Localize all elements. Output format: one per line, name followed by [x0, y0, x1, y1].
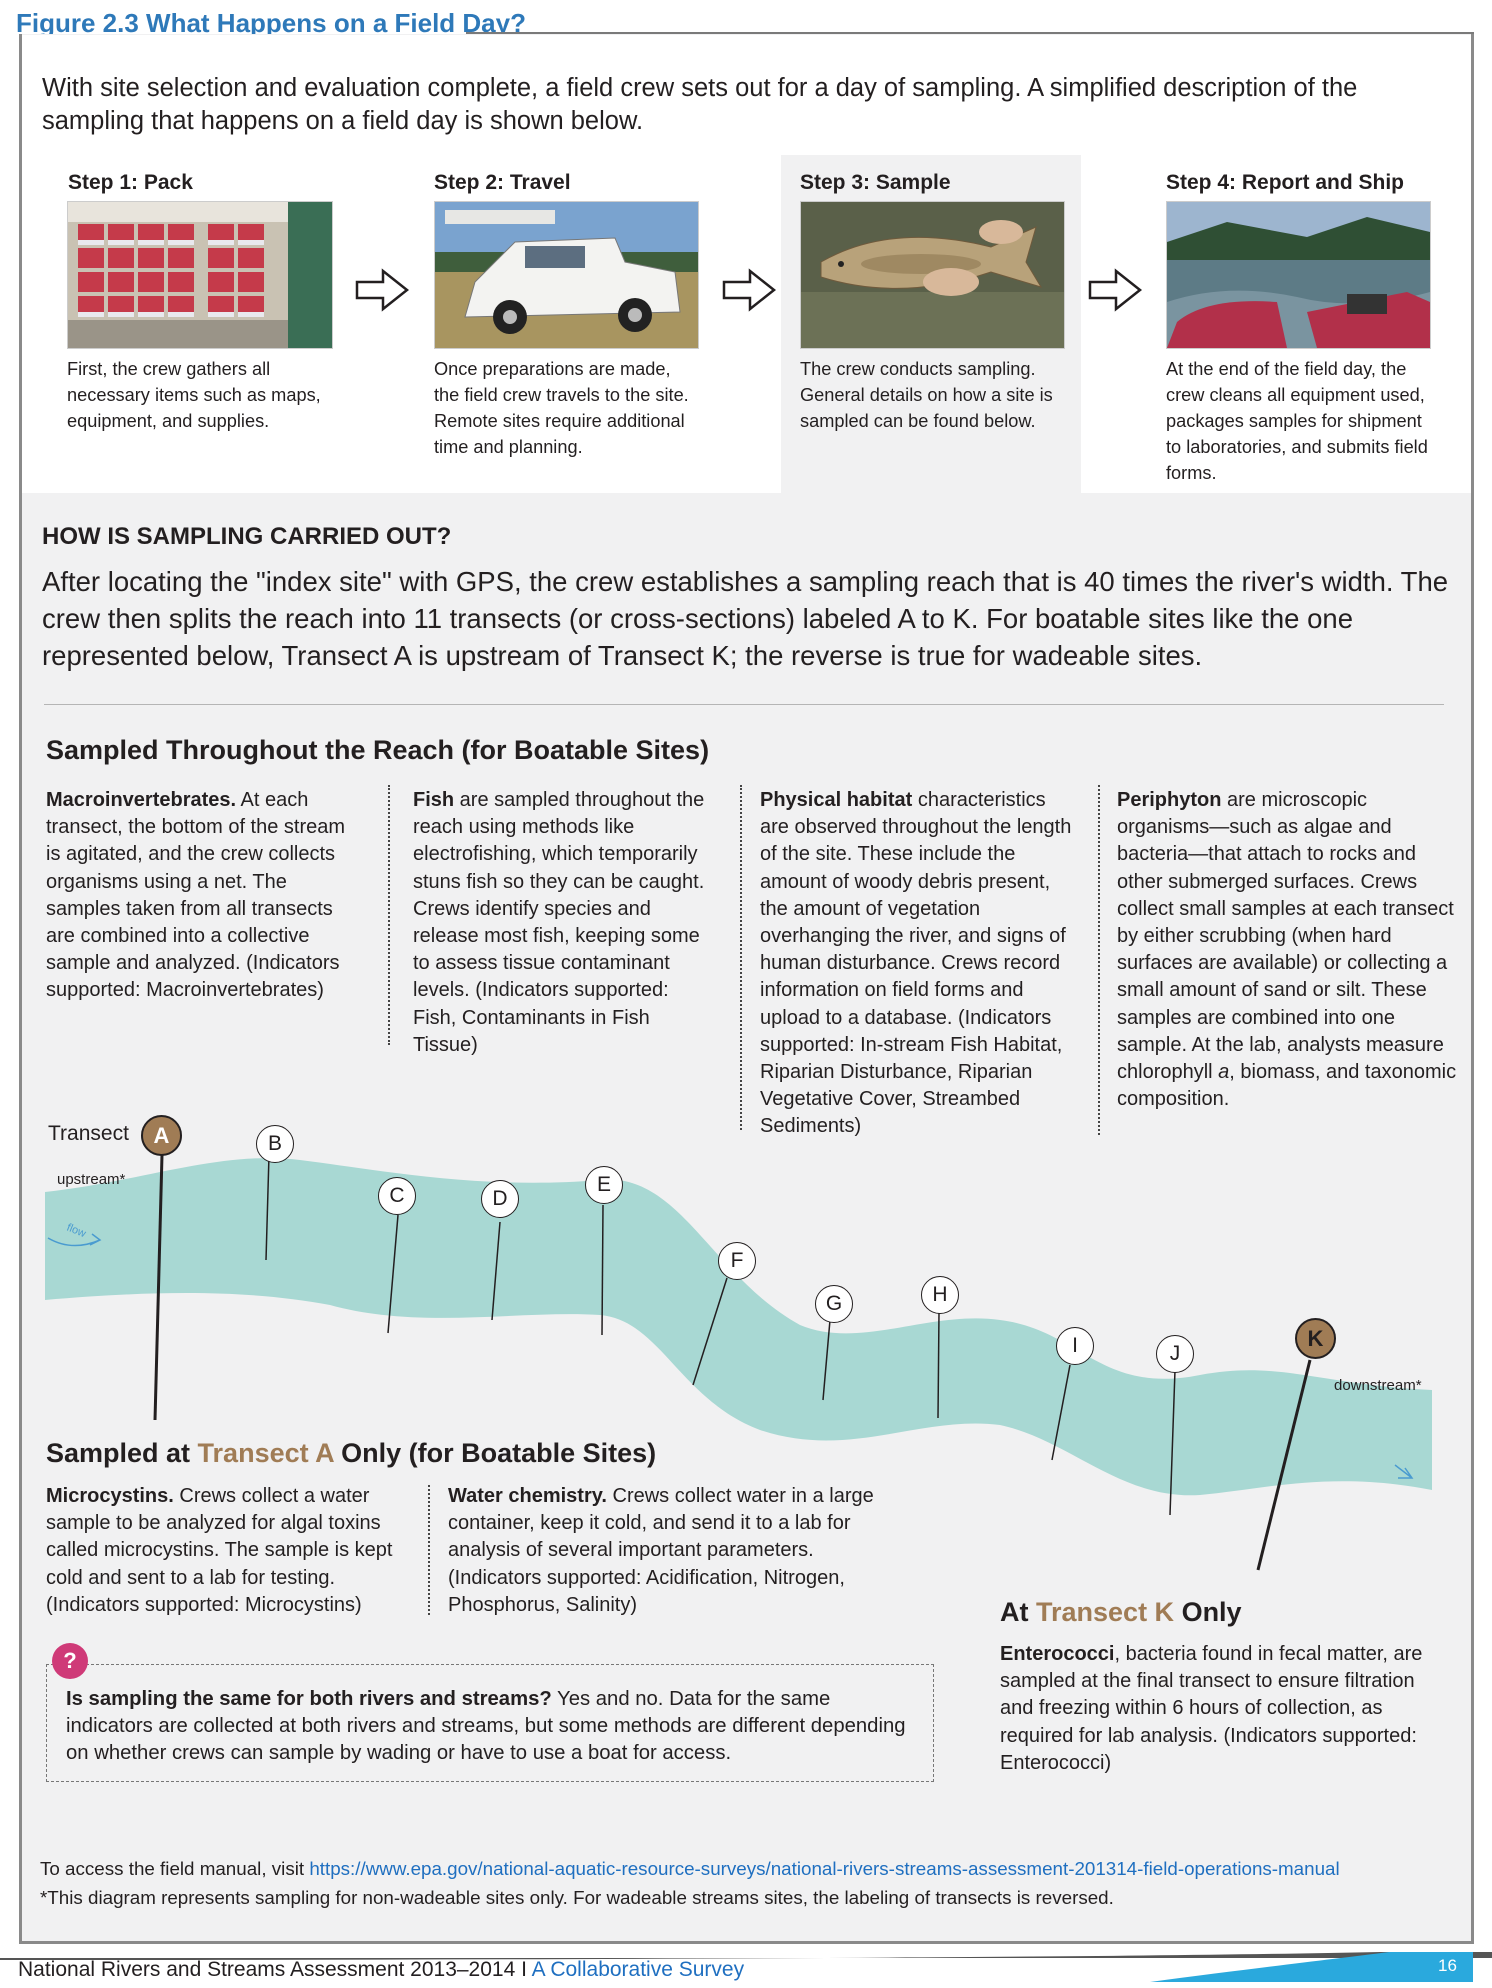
physical-habitat-label: Physical habitat [760, 789, 913, 811]
periphyton-label: Periphyton [1117, 789, 1222, 811]
transect-g-marker: G [815, 1285, 853, 1323]
macroinvertebrates-text: Macroinvertebrates. At each transect, th… [46, 787, 361, 1005]
section-divider [44, 704, 1444, 705]
microcystins-body: Crews collect a water sample to be analy… [46, 1485, 393, 1616]
pack-photo [67, 201, 333, 349]
step-1-title: Step 1: Pack [68, 171, 193, 194]
transect-k-title: At Transect K Only [1000, 1597, 1242, 1628]
truck-photo [434, 201, 699, 349]
transect-a-title-accent: Transect A [197, 1438, 334, 1468]
question-body: Yes and no. Data for the same indicators… [66, 1688, 906, 1764]
transect-b-marker: B [256, 1125, 294, 1163]
transect-k-marker: K [1295, 1318, 1336, 1359]
arrow-right-icon [1088, 268, 1143, 312]
report-title: National Rivers and Streams Assessment 2… [18, 1958, 516, 1981]
throughout-title: Sampled Throughout the Reach (for Boatab… [46, 735, 710, 765]
arrow-right-icon [355, 268, 410, 312]
transect-k-title-pre: At [1000, 1597, 1036, 1627]
enterococci-body: , bacteria found in fecal matter, are sa… [1000, 1643, 1423, 1774]
transect-h-marker: H [921, 1276, 959, 1314]
downstream-label: downstream* [1334, 1377, 1422, 1394]
diagram-footnote: *This diagram represents sampling for no… [40, 1887, 1114, 1908]
step-2-text: Once preparations are made, the field cr… [434, 359, 689, 457]
report-separator: I [521, 1958, 527, 1981]
column-divider [1098, 785, 1100, 1135]
question-label: Is sampling the same for both rivers and… [66, 1688, 552, 1710]
page-number: 16 [1438, 1956, 1457, 1975]
river-band [45, 1158, 1432, 1496]
transect-a-title-post: Only (for Boatable Sites) [333, 1438, 657, 1468]
column-divider [388, 785, 390, 1045]
figure-title: Figure 2.3 What Happens on a Field Day? [16, 8, 526, 38]
water-chemistry-body: Crews collect water in a large container… [448, 1485, 874, 1616]
transect-a-marker: A [141, 1115, 182, 1156]
step-4-text: At the end of the field day, the crew cl… [1166, 359, 1428, 483]
microcystins-text: Microcystins. Crews collect a water samp… [46, 1483, 416, 1619]
field-manual-note: To access the field manual, visit https:… [40, 1858, 1340, 1880]
column-divider [740, 785, 742, 1130]
periphyton-body-end: , biomass, and taxonomic composition. [1117, 1061, 1457, 1111]
periphyton-body: are microscopic organisms—such as algae … [1117, 789, 1454, 1084]
upstream-label: upstream* [57, 1171, 126, 1188]
transect-label: Transect [48, 1122, 129, 1145]
transect-lines [265, 1154, 1176, 1516]
transect-k-line [1256, 1359, 1312, 1571]
flow-arrow-icon [1394, 1464, 1414, 1479]
macroinvertebrates-label: Macroinvertebrates. [46, 789, 237, 811]
transect-d-marker: D [481, 1180, 519, 1218]
question-text: Is sampling the same for both rivers and… [66, 1686, 906, 1767]
fish-body: are sampled throughout the reach using m… [413, 789, 705, 1056]
intro-text: With site selection and evaluation compl… [42, 74, 1358, 135]
transect-k-title-post: Only [1174, 1597, 1242, 1627]
transect-k-title-accent: Transect K [1036, 1597, 1175, 1627]
step-3-title: Step 3: Sample [800, 171, 951, 194]
transect-i-marker: I [1056, 1327, 1094, 1365]
field-manual-link[interactable]: https://www.epa.gov/national-aquatic-res… [309, 1858, 1340, 1879]
transect-j-marker: J [1156, 1335, 1194, 1373]
enterococci-text: Enterococci, bacteria found in fecal mat… [1000, 1641, 1430, 1777]
arrow-right-icon [722, 268, 777, 312]
question-box [46, 1664, 934, 1782]
how-heading: HOW IS SAMPLING CARRIED OUT? [42, 523, 452, 550]
enterococci-label: Enterococci [1000, 1643, 1115, 1665]
physical-habitat-body: characteristics are observed throughout … [760, 789, 1072, 1138]
step-1-text: First, the crew gathers all necessary it… [67, 359, 321, 431]
physical-habitat-text: Physical habitat characteristics are obs… [760, 787, 1080, 1141]
title-rule [466, 32, 1474, 35]
water-chemistry-text: Water chemistry. Crews collect water in … [448, 1483, 883, 1619]
macroinvertebrates-body: At each transect, the bottom of the stre… [46, 789, 346, 1002]
column-divider [428, 1485, 430, 1615]
transect-f-marker: F [718, 1242, 756, 1280]
raft-photo [1166, 201, 1431, 349]
microcystins-label: Microcystins. [46, 1485, 174, 1507]
transect-c-marker: C [378, 1177, 416, 1215]
question-icon: ? [52, 1643, 88, 1679]
periphyton-italic: a [1218, 1061, 1230, 1084]
bottom-wave [0, 1952, 1492, 1982]
step-2-title: Step 2: Travel [434, 171, 571, 194]
transect-e-marker: E [585, 1166, 623, 1204]
fish-photo [800, 201, 1065, 349]
water-chemistry-label: Water chemistry. [448, 1485, 607, 1507]
field-manual-prefix: To access the field manual, visit [40, 1858, 310, 1879]
transect-a-title: Sampled at Transect A Only (for Boatable… [46, 1438, 656, 1469]
periphyton-text: Periphyton are microscopic organisms—suc… [1117, 787, 1457, 1113]
fish-label: Fish [413, 789, 455, 811]
report-name: National Rivers and Streams Assessment 2… [18, 1958, 744, 1982]
flow-arrow-icon [47, 1233, 102, 1247]
step-4-title: Step 4: Report and Ship [1166, 171, 1405, 194]
transect-a-line [153, 1154, 164, 1421]
transect-a-title-pre: Sampled at [46, 1438, 198, 1468]
fish-text: Fish are sampled throughout the reach us… [413, 787, 713, 1059]
how-text: After locating the "index site" with GPS… [42, 566, 1449, 671]
step-3-text: The crew conducts sampling. General deta… [800, 359, 1053, 431]
report-subtitle: A Collaborative Survey [531, 1958, 745, 1981]
